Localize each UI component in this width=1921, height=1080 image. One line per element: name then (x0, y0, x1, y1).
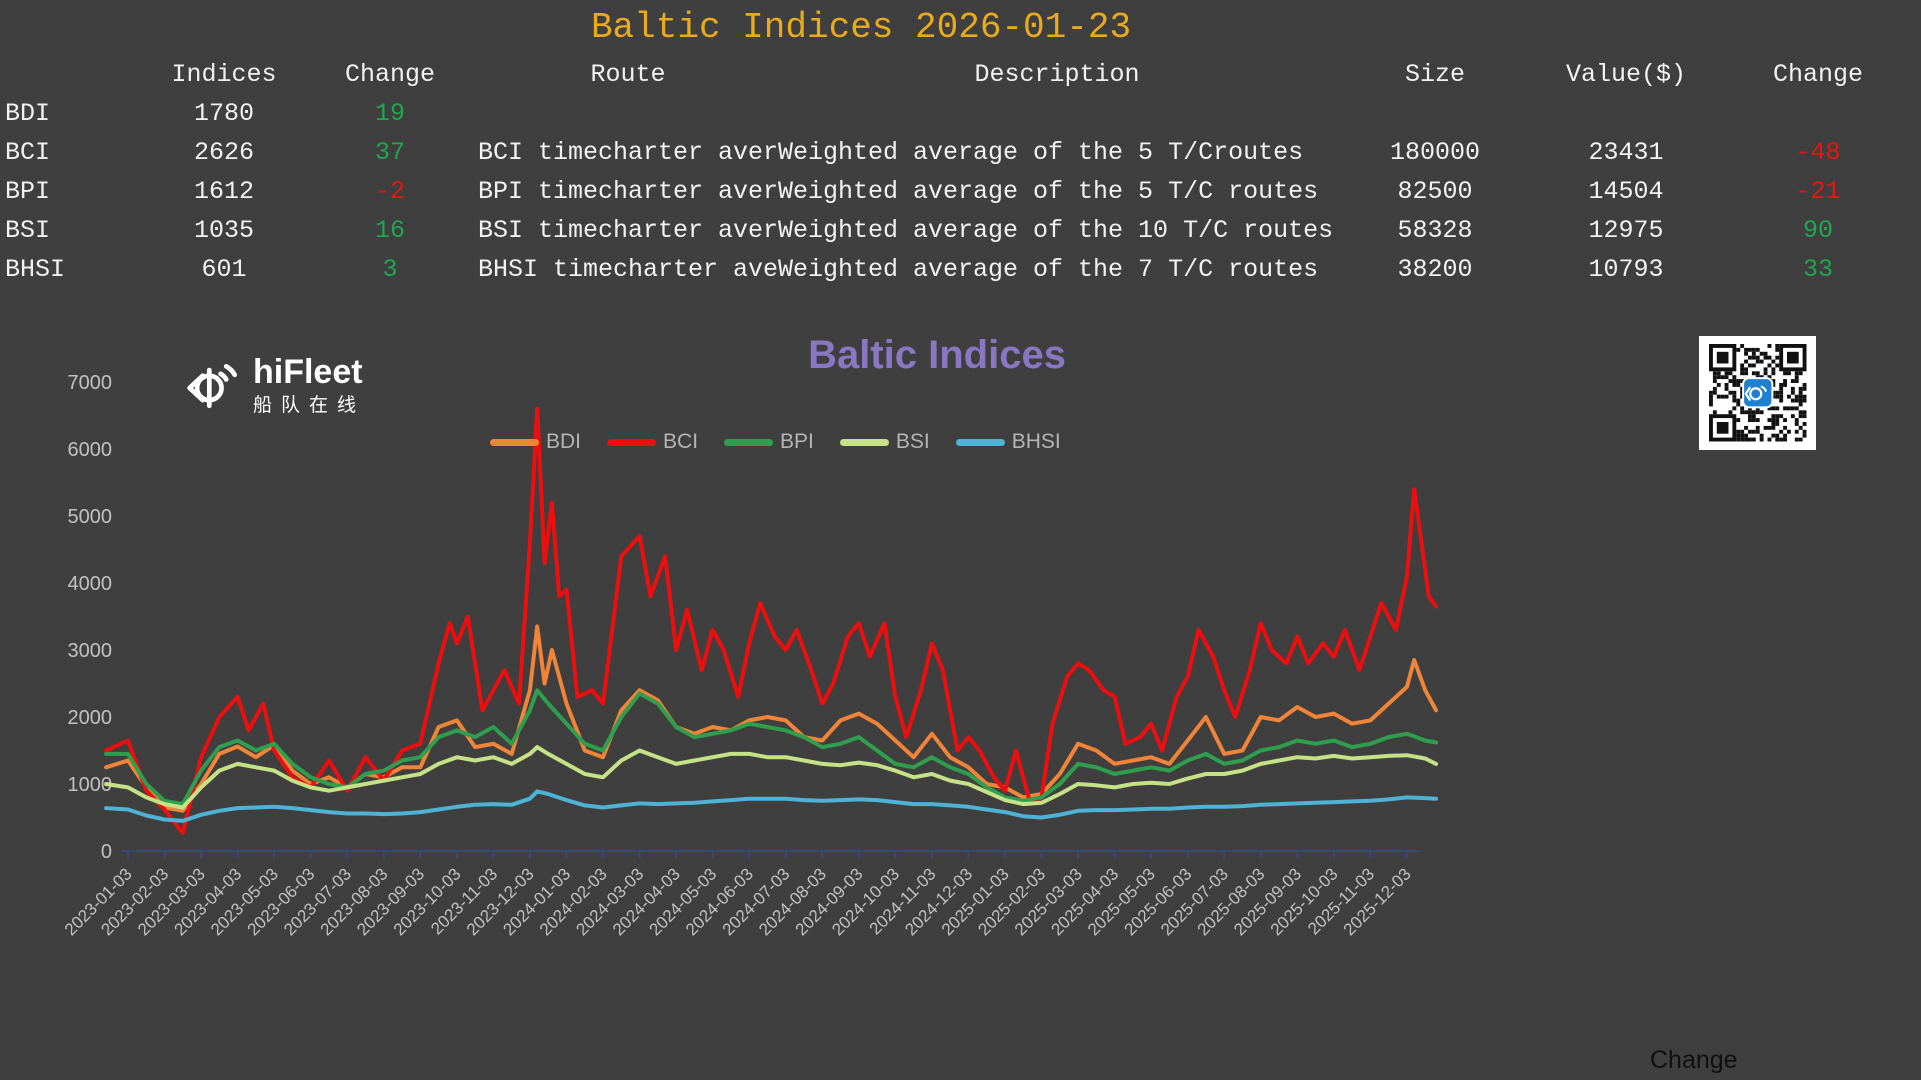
legend-swatch-bpi (724, 438, 774, 446)
cell-description (778, 97, 1336, 131)
col-header-description: Description (974, 60, 1140, 89)
footer-change-label: Change (1650, 1046, 1738, 1074)
cell-indices: 1035 (193, 216, 254, 245)
cell-description: Weighted average of the 10 T/C routes (778, 216, 1334, 245)
series-line-bsi (104, 745, 1439, 810)
cell-change: 37 (374, 138, 405, 167)
legend-label-bsi: BSI (895, 430, 930, 453)
legend-label-bdi: BDI (546, 430, 582, 453)
table-row-bpi: BPI 1612 -2 BPI timecharter averagesWeighte… (0, 175, 1921, 209)
legend-swatch-bhsi (955, 438, 1005, 446)
y-axis-label: 3000 (68, 640, 113, 662)
cell-change2: -48 (1795, 138, 1841, 167)
table-row-bhsi: BHSI 601 3 BHSI timecharter averagesWeighte… (0, 253, 1921, 287)
hifleet-logo-icon (187, 363, 238, 408)
cell-indices: 1612 (193, 177, 254, 206)
table-header-row: Indices Change Route Description Size Value($… (0, 58, 1921, 92)
table-row-bdi: BDI 1780 19 (0, 97, 1921, 131)
y-axis-label: 6000 (68, 439, 113, 461)
cell-value: 14504 (1588, 177, 1664, 206)
brand-logo: hiFleet 船队在线 (183, 353, 366, 417)
legend-item-bhsi[interactable]: BHSI (955, 430, 1061, 454)
legend-item-bdi[interactable]: BDI (490, 430, 581, 454)
series-line-bci (104, 406, 1439, 835)
cell-label: BHSI (5, 255, 66, 284)
cell-label: BPI (5, 177, 51, 206)
cell-indices: 2626 (193, 138, 254, 167)
y-axis-label: 4000 (68, 573, 113, 595)
y-axis-label: 2000 (68, 707, 113, 729)
table-row-bci: BCI 2626 37 BCI timecharter averagesWeighte… (0, 136, 1921, 170)
col-header-change: Change (1772, 60, 1863, 89)
cell-change2: -21 (1795, 177, 1841, 206)
cell-value: 10793 (1588, 255, 1664, 284)
col-header-label (5, 58, 125, 92)
cell-size: 180000 (1389, 138, 1480, 167)
legend-item-bpi[interactable]: BPI (724, 430, 814, 454)
legend-label-bci: BCI (663, 430, 699, 453)
cell-size: 82500 (1397, 177, 1473, 206)
cell-size: 38200 (1397, 255, 1473, 284)
col-header-value-: Value($) (1565, 60, 1687, 89)
cell-label: BSI (5, 216, 51, 245)
cell-route: BSI timecharter averages (478, 216, 778, 245)
brand-name: hiFleet (253, 353, 363, 391)
chart-title: Baltic Indices (808, 333, 1066, 377)
col-header-indices: Indices (171, 60, 277, 89)
cell-route: BPI timecharter averages (478, 177, 778, 206)
brand-subtitle: 船队在线 (253, 395, 366, 416)
legend-label-bhsi: BHSI (1011, 430, 1061, 453)
cell-change: -2 (374, 177, 405, 206)
cell-label: BCI (5, 138, 51, 167)
col-header-change: Change (344, 60, 435, 89)
cell-route: BCI timecharter averages (478, 138, 778, 167)
cell-change2: 90 (1802, 216, 1833, 245)
page-title: Baltic Indices 2026-01-23 (590, 7, 1132, 48)
legend-swatch-bsi (839, 438, 889, 446)
cell-change2 (1738, 97, 1898, 131)
col-header-size: Size (1404, 60, 1465, 89)
cell-value (1546, 97, 1706, 131)
y-axis-label: 0 (101, 841, 112, 863)
cell-description: Weighted average of the 5 T/C routes (778, 177, 1319, 206)
cell-indices: 601 (201, 255, 247, 284)
legend-swatch-bci (607, 438, 657, 446)
cell-value: 12975 (1588, 216, 1664, 245)
series-line-bhsi (104, 789, 1439, 823)
cell-route (478, 97, 778, 131)
cell-description: Weighted average of the 7 T/C routes (778, 255, 1319, 284)
y-axis-label: 1000 (68, 774, 113, 796)
cell-change2: 33 (1802, 255, 1833, 284)
table-row-bsi: BSI 1035 16 BSI timecharter averagesWeighte… (0, 214, 1921, 248)
cell-change: 3 (382, 255, 398, 284)
legend-swatch-bdi (490, 438, 539, 446)
legend-item-bsi[interactable]: BSI (839, 430, 930, 454)
y-axis-label: 7000 (68, 372, 113, 394)
col-header-route: Route (590, 60, 666, 89)
cell-value: 23431 (1588, 138, 1664, 167)
cell-indices: 1780 (193, 99, 254, 128)
qr-code-pattern (1699, 336, 1816, 450)
cell-change: 19 (374, 99, 405, 128)
qr-code (1699, 336, 1816, 450)
cell-description: Weighted average of the 5 T/Croutes (778, 138, 1304, 167)
cell-change: 16 (374, 216, 405, 245)
chart-legend: BDI BCI BPI BSI BHSI (490, 430, 1061, 454)
cell-route: BHSI timecharter averages (478, 255, 778, 284)
series-line-bpi (104, 688, 1439, 807)
cell-label: BDI (5, 99, 51, 128)
cell-size: 58328 (1397, 216, 1473, 245)
legend-label-bpi: BPI (780, 430, 814, 453)
y-axis-label: 5000 (68, 506, 113, 528)
cell-size (1355, 97, 1515, 131)
legend-item-bci[interactable]: BCI (607, 430, 698, 454)
